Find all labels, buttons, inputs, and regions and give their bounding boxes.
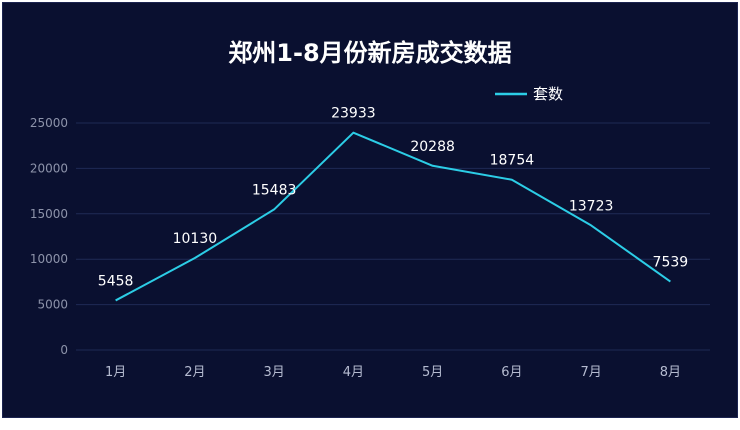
chart-frame [2, 2, 738, 418]
data-label: 18754 [490, 153, 535, 169]
x-axis: 1月 2月 3月 4月 5月 6月 7月 8月 [105, 365, 681, 380]
data-label: 20288 [410, 139, 455, 155]
legend-label: 套数 [533, 85, 563, 103]
data-label: 15483 [252, 182, 297, 198]
x-tick-label: 7月 [580, 365, 601, 380]
x-tick-label: 4月 [343, 365, 364, 380]
y-tick-label: 0 [60, 343, 68, 357]
y-tick-label: 10000 [30, 252, 68, 266]
y-tick-label: 15000 [30, 207, 68, 221]
series-line-套数 [115, 131, 671, 302]
chart-title: 郑州1-8月份新房成交数据 [228, 39, 512, 67]
y-axis: 0 5000 10000 15000 20000 25000 [30, 116, 68, 357]
x-tick-label: 2月 [184, 365, 205, 380]
data-label: 23933 [331, 106, 376, 122]
x-tick-label: 3月 [263, 365, 284, 380]
x-tick-label: 8月 [660, 365, 681, 380]
data-label: 13723 [569, 198, 614, 214]
x-tick-label: 1月 [105, 365, 126, 380]
data-label: 5458 [98, 273, 134, 289]
y-tick-label: 20000 [30, 161, 68, 175]
legend: 套数 [495, 85, 563, 103]
data-label: 7539 [653, 255, 689, 271]
x-tick-label: 5月 [422, 365, 443, 380]
x-tick-label: 6月 [501, 365, 522, 380]
data-labels: 5458 10130 15483 23933 20288 18754 13723 7539 [98, 106, 688, 290]
series-layer [115, 131, 671, 302]
y-tick-label: 5000 [37, 298, 68, 312]
data-label: 10130 [173, 231, 218, 247]
grid-lines [76, 122, 710, 351]
y-tick-label: 25000 [30, 116, 68, 130]
